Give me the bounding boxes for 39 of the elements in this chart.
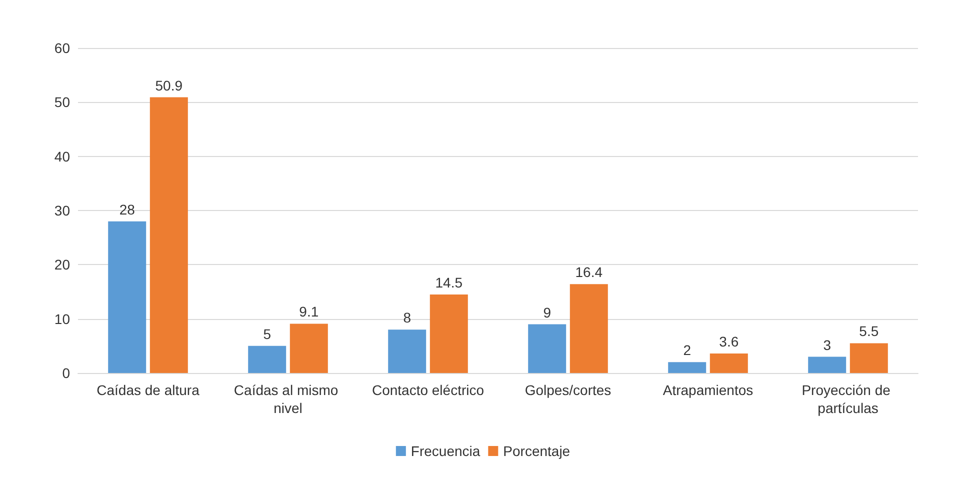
bar bbox=[248, 346, 286, 373]
data-label: 9.1 bbox=[299, 304, 319, 320]
y-tick-label: 40 bbox=[54, 148, 70, 164]
bar bbox=[710, 354, 748, 373]
x-tick-label: Proyección de partículas bbox=[802, 382, 894, 416]
bar bbox=[108, 221, 146, 373]
data-label: 5 bbox=[263, 326, 272, 342]
x-tick-label: Contacto eléctrico bbox=[372, 382, 484, 398]
bar bbox=[570, 284, 608, 373]
bar bbox=[850, 343, 888, 373]
data-label: 14.5 bbox=[435, 274, 463, 290]
data-label: 3 bbox=[823, 336, 832, 353]
x-tick-label: Atrapamientos bbox=[662, 382, 754, 398]
data-label: 5.5 bbox=[859, 323, 879, 340]
bar bbox=[668, 362, 706, 373]
y-tick-label: 10 bbox=[54, 310, 70, 327]
data-label: 9 bbox=[543, 304, 552, 320]
bar bbox=[528, 324, 566, 373]
legend-label: Frecuencia bbox=[410, 443, 480, 459]
x-tick-label: Caídas de altura bbox=[96, 382, 200, 398]
bar bbox=[290, 324, 328, 373]
data-label: 16.4 bbox=[575, 264, 603, 280]
bar bbox=[430, 294, 468, 373]
bar bbox=[388, 330, 426, 373]
y-tick-label: 20 bbox=[54, 256, 70, 273]
y-tick-label: 0 bbox=[62, 365, 70, 381]
y-tick-label: 60 bbox=[54, 40, 70, 56]
data-label: 50.9 bbox=[155, 77, 183, 94]
data-label: 3.6 bbox=[719, 334, 739, 350]
data-label: 2 bbox=[683, 342, 692, 358]
bar bbox=[808, 356, 846, 373]
y-tick-label: 50 bbox=[54, 94, 70, 110]
data-label: 28 bbox=[119, 201, 136, 218]
x-tick-label: Caídas al mismo nivel bbox=[234, 382, 342, 416]
legend-label: Porcentaje bbox=[503, 443, 570, 459]
bar bbox=[150, 97, 188, 373]
data-label: 8 bbox=[403, 310, 412, 326]
x-tick-label: Golpes/cortes bbox=[524, 382, 612, 398]
y-tick-label: 30 bbox=[54, 202, 70, 218]
